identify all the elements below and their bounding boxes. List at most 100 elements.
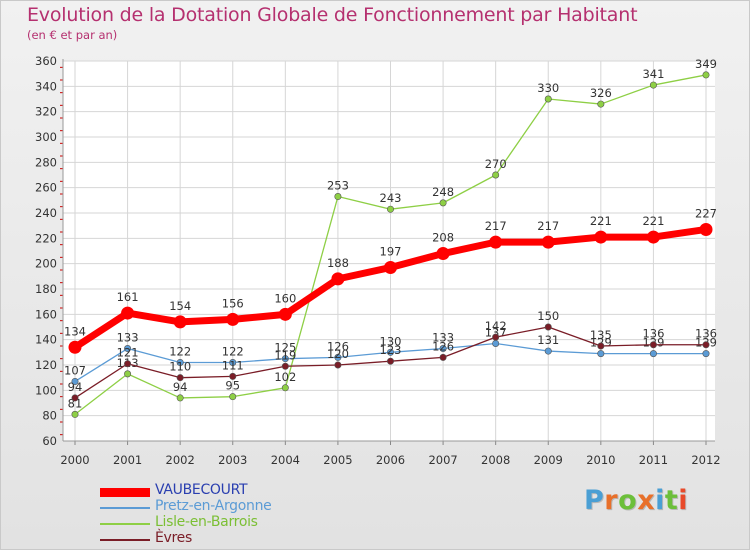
data-point-evres (649, 341, 657, 349)
data-label-evres: 111 (222, 358, 244, 372)
data-label-evres: 150 (537, 309, 559, 323)
data-label-vaubecourt: 154 (169, 299, 191, 313)
plot-area (63, 61, 715, 441)
y-tick-label: 260 (35, 181, 57, 195)
data-point-pretz-en-argonne (597, 350, 605, 358)
data-point-evres (544, 323, 552, 331)
legend-item-pretz-en-argonne: Pretz-en-Argonne (100, 498, 400, 516)
data-point-vaubecourt (699, 222, 713, 236)
data-point-vaubecourt (226, 312, 240, 326)
data-label-evres: 135 (590, 328, 612, 342)
y-tick-label: 240 (35, 206, 57, 220)
data-point-vaubecourt (646, 230, 660, 244)
data-point-vaubecourt (489, 235, 503, 249)
y-tick-label: 140 (35, 333, 57, 347)
data-label-lisle-en-barrois: 349 (695, 57, 717, 71)
x-tick-label: 2009 (534, 453, 563, 467)
data-label-evres: 136 (695, 327, 717, 341)
data-point-lisle-en-barrois (492, 171, 500, 179)
data-point-lisle-en-barrois (281, 384, 289, 392)
legend-label: VAUBECOURT (155, 482, 248, 498)
data-point-pretz-en-argonne (229, 358, 237, 366)
data-point-lisle-en-barrois (649, 81, 657, 89)
data-point-pretz-en-argonne (386, 348, 394, 356)
chart-title: Evolution de la Dotation Globale de Fonc… (27, 4, 638, 26)
x-tick-label: 2001 (113, 453, 142, 467)
chart-subtitle: (en € et par an) (27, 28, 118, 42)
legend-item-vaubecourt: VAUBECOURT (100, 482, 400, 500)
data-label-evres: 126 (432, 339, 454, 353)
x-tick-label: 2008 (481, 453, 510, 467)
data-label-lisle-en-barrois: 341 (642, 67, 664, 81)
data-label-lisle-en-barrois: 243 (380, 191, 402, 205)
data-point-vaubecourt (436, 247, 450, 261)
data-point-vaubecourt (173, 315, 187, 329)
data-label-vaubecourt: 134 (64, 324, 86, 338)
legend-swatch (100, 539, 150, 541)
y-tick-label: 100 (35, 383, 57, 397)
data-point-pretz-en-argonne (544, 347, 552, 355)
data-label-evres: 94 (68, 380, 83, 394)
x-tick-label: 2007 (428, 453, 457, 467)
data-point-evres (176, 374, 184, 382)
data-label-evres: 121 (117, 346, 139, 360)
data-label-pretz-en-argonne: 126 (327, 339, 349, 353)
legend-swatch (100, 507, 150, 509)
logo-letter: r (604, 485, 619, 516)
x-tick-label: 2004 (271, 453, 300, 467)
data-point-evres (597, 342, 605, 350)
data-label-evres: 110 (169, 360, 191, 374)
data-point-vaubecourt (541, 235, 555, 249)
y-tick-label: 200 (35, 257, 57, 271)
data-point-vaubecourt (121, 306, 135, 320)
data-point-lisle-en-barrois (597, 100, 605, 108)
data-label-vaubecourt: 156 (222, 296, 244, 310)
proxiti-logo: Proxiti (584, 485, 688, 516)
data-point-evres (229, 372, 237, 380)
data-point-evres (492, 333, 500, 341)
data-point-vaubecourt (594, 230, 608, 244)
data-label-lisle-en-barrois: 270 (485, 157, 507, 171)
data-label-vaubecourt: 208 (432, 231, 454, 245)
data-label-evres: 123 (380, 343, 402, 357)
data-point-pretz-en-argonne (281, 355, 289, 363)
logo-letter: i (655, 485, 665, 516)
legend-swatch (100, 523, 150, 525)
data-label-pretz-en-argonne: 122 (169, 344, 191, 358)
y-tick-label: 80 (42, 409, 57, 423)
data-point-pretz-en-argonne (702, 350, 710, 358)
data-point-pretz-en-argonne (649, 350, 657, 358)
data-point-evres (439, 353, 447, 361)
legend-swatch (100, 487, 150, 497)
data-point-pretz-en-argonne (492, 339, 500, 347)
data-point-pretz-en-argonne (176, 358, 184, 366)
data-label-evres: 120 (327, 347, 349, 361)
data-label-vaubecourt: 221 (642, 214, 664, 228)
data-point-vaubecourt (331, 272, 345, 286)
legend-item-lisle-en-barrois: Lisle-en-Barrois (100, 514, 400, 532)
legend-label: Èvres (155, 530, 192, 546)
data-label-vaubecourt: 161 (117, 290, 139, 304)
logo-letter: x (637, 485, 656, 516)
x-tick-label: 2011 (639, 453, 668, 467)
data-point-pretz-en-argonne (124, 345, 132, 353)
data-point-lisle-en-barrois (439, 199, 447, 207)
data-label-pretz-en-argonne: 133 (432, 331, 454, 345)
data-point-lisle-en-barrois (124, 370, 132, 378)
logo-letter: o (618, 485, 638, 516)
data-point-evres (702, 341, 710, 349)
logo-letter: P (584, 485, 605, 516)
data-label-vaubecourt: 160 (274, 291, 296, 305)
data-label-pretz-en-argonne: 133 (117, 331, 139, 345)
legend-item-evres: Èvres (100, 530, 400, 548)
data-point-pretz-en-argonne (71, 377, 79, 385)
data-label-pretz-en-argonne: 125 (274, 341, 296, 355)
logo-letter: t (664, 485, 679, 516)
x-tick-label: 2003 (218, 453, 247, 467)
data-label-lisle-en-barrois: 95 (225, 379, 240, 393)
data-label-vaubecourt: 197 (380, 244, 402, 258)
data-label-lisle-en-barrois: 94 (173, 380, 188, 394)
data-label-vaubecourt: 217 (537, 219, 559, 233)
data-point-lisle-en-barrois (386, 205, 394, 213)
